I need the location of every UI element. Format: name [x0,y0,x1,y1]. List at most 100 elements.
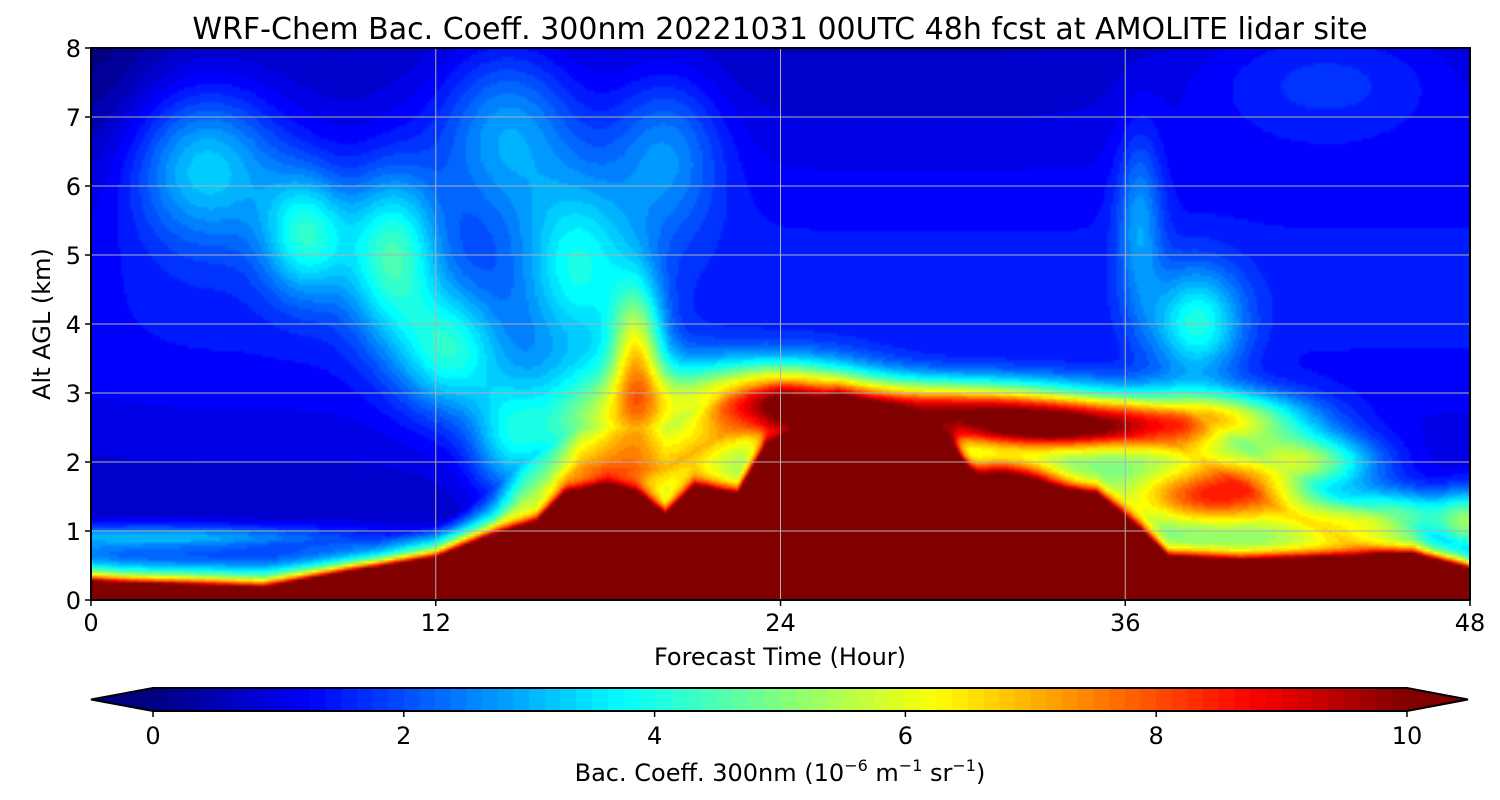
colorbar-segment [1250,688,1267,711]
y-tick-label: 0 [66,587,81,615]
colorbar-segment [811,688,828,711]
colorbar-segment [1265,688,1283,711]
colorbar-segment [560,688,577,711]
colorbar-segment [1140,688,1157,711]
colorbar-segment [1030,688,1048,711]
colorbar-segment [1203,688,1220,711]
colorbar-segment [607,688,624,711]
colorbar-segment [748,688,765,711]
colorbar-segment [184,688,201,711]
colorbar-segment [780,688,797,711]
colorbar-segment [1375,688,1392,711]
colorbar-segment [685,688,703,711]
colorbar-segment [1187,688,1204,711]
y-tick-label: 2 [66,449,81,477]
colorbar-tick-label: 10 [1392,722,1423,750]
colorbar-segments [90,687,1469,712]
colorbar-segment [1093,688,1110,711]
x-tick-label: 12 [420,609,451,637]
colorbar-segment [1046,688,1063,711]
colorbar-segment [795,688,812,711]
colorbar-segment [372,688,389,711]
colorbar-label-exp3: −1 [952,756,976,775]
colorbar-segment [827,688,844,711]
colorbar-extend-min [91,688,153,711]
colorbar-segment [591,688,609,711]
colorbar-segment [1077,688,1095,711]
colorbar-segment [497,688,515,711]
y-axis-ticks: 0 1 2 3 4 5 6 7 8 [66,35,91,615]
colorbar-segment [1062,688,1079,711]
colorbar-segment [952,688,969,711]
colorbar-segment [576,688,593,711]
colorbar-segment [1297,688,1314,711]
colorbar-label: Bac. Coeff. 300nm (10−6 m−1 sr−1) [575,756,986,787]
x-tick-label: 36 [1110,609,1141,637]
colorbar-segment [983,688,1001,711]
y-tick-label: 7 [66,104,81,132]
colorbar-segment [419,688,436,711]
colorbar-segment [529,688,546,711]
y-tick-label: 4 [66,311,81,339]
chart-title: WRF-Chem Bac. Coeff. 300nm 20221031 00UT… [192,12,1367,47]
colorbar-tick-label: 2 [396,722,411,750]
colorbar-segment [1109,688,1126,711]
colorbar-tick-label: 6 [898,722,913,750]
colorbar-label-exp2: −1 [899,756,923,775]
colorbar-extend-max [1407,688,1468,711]
colorbar-tick-label: 0 [145,722,160,750]
colorbar-segment [1281,688,1298,711]
colorbar-segment [638,688,656,711]
x-tick-label: 48 [1455,609,1486,637]
y-axis-label: Alt AGL (km) [28,248,56,400]
colorbar-segment [356,688,374,711]
y-tick-label: 5 [66,242,81,270]
colorbar-segment [294,688,311,711]
colorbar-segment [858,688,875,711]
y-tick-label: 3 [66,380,81,408]
colorbar-segment [1391,688,1408,711]
colorbar-tick-label: 8 [1149,722,1164,750]
colorbar-segment [623,688,640,711]
colorbar-segment [325,688,342,711]
colorbar-segment [341,688,358,711]
colorbar-segment [247,688,264,711]
colorbar-segment [921,688,938,711]
colorbar-segment [544,688,562,711]
colorbar-segment [905,688,922,711]
colorbar-segment [701,688,718,711]
colorbar-segment [200,688,217,711]
colorbar-ticks: 0 2 4 6 8 10 [145,711,1422,750]
colorbar-segment [168,688,185,711]
colorbar-segment [215,688,232,711]
colorbar-segment [874,688,891,711]
colorbar-segment [1015,688,1032,711]
x-tick-label: 24 [765,609,796,637]
colorbar-segment [388,688,405,711]
colorbar-segment [842,688,859,711]
colorbar-segment [466,688,483,711]
colorbar-segment [936,688,954,711]
colorbar-segment [513,688,530,711]
x-axis-label: Forecast Time (Hour) [654,643,906,671]
colorbar-label-exp1: −6 [844,756,868,775]
y-tick-label: 8 [66,35,81,63]
colorbar-segment [450,688,468,711]
colorbar-segment [889,688,906,711]
colorbar-segment [670,688,687,711]
x-tick-label: 0 [83,609,98,637]
colorbar-segment [403,688,421,711]
colorbar-segment [1359,688,1377,711]
x-axis-ticks: 0 12 24 36 48 [83,600,1485,637]
colorbar-segment [1234,688,1251,711]
colorbar-segment [153,688,170,711]
colorbar-segment [278,688,295,711]
colorbar-segment [654,688,671,711]
colorbar-segment [717,688,734,711]
colorbar-segment [1171,688,1189,711]
colorbar-segment [1328,688,1345,711]
colorbar-segment [1312,688,1330,711]
colorbar-segment [732,688,750,711]
